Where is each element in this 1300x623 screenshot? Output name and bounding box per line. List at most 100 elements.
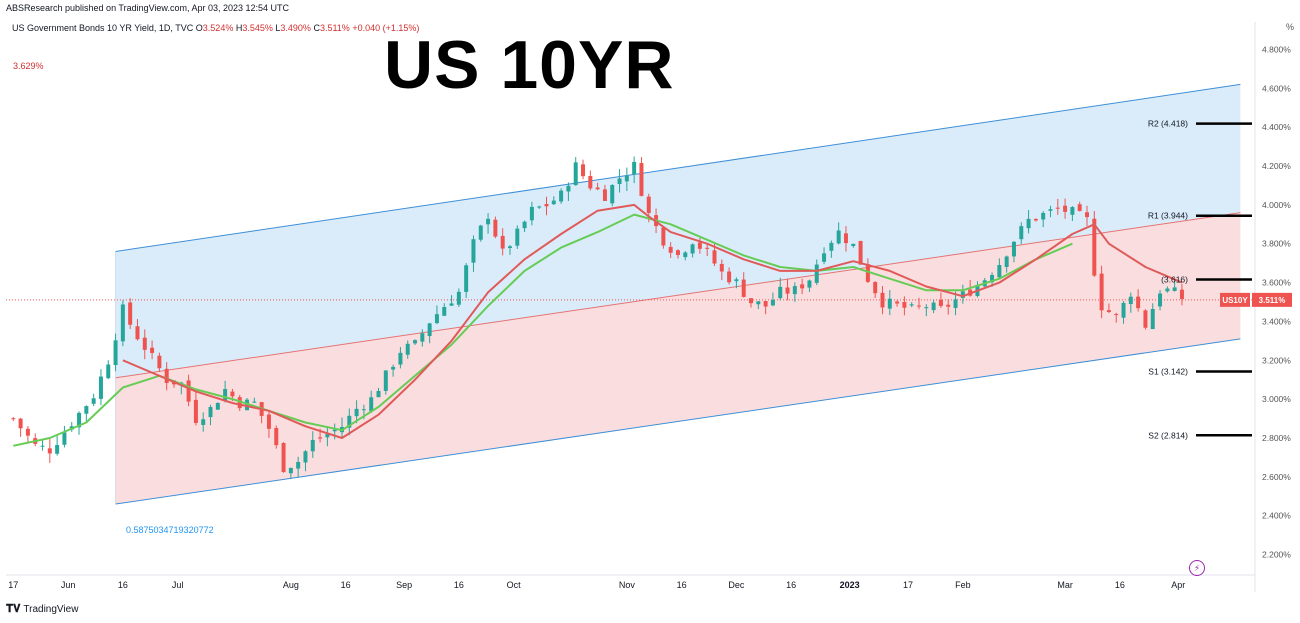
x-tick-label: 2023: [840, 580, 860, 590]
candle-body: [310, 439, 315, 452]
candle-body: [405, 343, 410, 355]
last-price-value-tag: [1252, 292, 1292, 307]
candle-body: [997, 265, 1002, 278]
y-tick-label: 4.000%: [1262, 200, 1291, 210]
channel-upper-line: [115, 83, 1241, 252]
y-tick-label: 2.600%: [1262, 472, 1291, 482]
x-tick-label: 16: [786, 580, 796, 590]
candle-body: [639, 163, 644, 196]
candle-body: [18, 418, 23, 429]
candle-body: [946, 304, 951, 307]
candle-body: [106, 364, 111, 379]
candle-body: [1063, 205, 1068, 212]
candle-body: [164, 368, 169, 384]
candle-body: [763, 301, 768, 307]
x-tick-label: 17: [903, 580, 913, 590]
candle-body: [391, 366, 396, 370]
candle-body: [1004, 256, 1009, 267]
candle-body: [1026, 218, 1031, 229]
y-tick-label: 2.400%: [1262, 511, 1291, 521]
candle-body: [1070, 207, 1075, 215]
candle-body: [683, 252, 688, 258]
candle-body: [442, 306, 447, 316]
candle-body: [588, 176, 593, 189]
y-tick-label: 3.200%: [1262, 355, 1291, 365]
candle-body: [332, 429, 337, 432]
candle-body: [581, 164, 586, 177]
candle-body: [895, 301, 900, 304]
candle-body: [1121, 302, 1126, 318]
candle-body: [559, 190, 564, 202]
candle-body: [529, 206, 534, 221]
candle-body: [749, 298, 754, 304]
candle-body: [150, 347, 155, 353]
candle-body: [420, 333, 425, 342]
candle-body: [266, 414, 271, 429]
symbol-name[interactable]: US Government Bonds 10 YR Yield, 1D, TVC: [12, 23, 194, 33]
y-axis-unit: %: [1286, 22, 1295, 32]
x-tick-label: 16: [341, 580, 351, 590]
candle-body: [551, 200, 556, 205]
candle-body: [829, 242, 834, 251]
y-tick-label: 3.800%: [1262, 239, 1291, 249]
pivot-label: S1 (3.142): [1148, 367, 1188, 377]
candle-body: [1143, 310, 1148, 328]
candle-body: [157, 355, 162, 369]
candle-body: [990, 275, 995, 283]
moving-average-red: [122, 203, 1183, 439]
candle-body: [142, 337, 147, 350]
candle-body: [1041, 212, 1046, 220]
candle-body: [413, 340, 418, 344]
y-tick-label: 4.800%: [1262, 44, 1291, 54]
candle-body: [778, 286, 783, 299]
candle-body: [128, 302, 133, 325]
open-value: 3.524%: [202, 23, 234, 33]
candle-body: [120, 304, 125, 342]
candle-body: [1055, 207, 1060, 209]
candle-body: [354, 408, 359, 417]
candle-body: [1099, 273, 1104, 311]
candle-body: [201, 419, 206, 425]
candle-body: [478, 225, 483, 240]
candle-body: [471, 239, 476, 263]
pivot-label: S2 (2.814): [1148, 430, 1188, 440]
fib-value-label: 0.5875034719320772: [126, 525, 214, 535]
x-tick-label: 16: [1115, 580, 1125, 590]
candle-body: [493, 219, 498, 237]
candle-body: [770, 299, 775, 306]
x-tick-label: Oct: [507, 580, 522, 590]
candle-body: [727, 271, 732, 283]
low-value: 3.490%: [280, 23, 311, 33]
candle-body: [434, 314, 439, 324]
candle-body: [135, 326, 140, 340]
candle-body: [734, 279, 739, 282]
flash-icon[interactable]: ⚡: [1189, 560, 1205, 576]
candle-body: [1106, 310, 1111, 313]
open-label: O: [195, 23, 203, 33]
candle-body: [1150, 309, 1155, 330]
candle-body: [953, 299, 958, 308]
candle-body: [11, 418, 16, 420]
candle-body: [887, 298, 892, 309]
candle-body: [807, 280, 812, 288]
candle-body: [237, 397, 242, 409]
candle-body: [537, 206, 542, 208]
candle-body: [1019, 226, 1024, 240]
candle-body: [785, 287, 790, 294]
brand-name: TradingView: [23, 604, 79, 615]
candle-body: [843, 233, 848, 244]
high-label: H: [235, 23, 243, 33]
candle-body: [91, 398, 96, 404]
candle-body: [880, 292, 885, 308]
close-label: C: [313, 23, 320, 33]
candle-body: [296, 462, 301, 469]
candle-body: [515, 228, 520, 246]
candle-body: [705, 247, 710, 249]
last-price-symbol: US10Y: [1222, 296, 1248, 305]
candle-body: [573, 162, 578, 186]
candle-body: [47, 448, 52, 454]
candle-body: [1172, 287, 1177, 291]
pivot-label: R2 (4.418): [1148, 119, 1188, 129]
candle-body: [398, 352, 403, 365]
